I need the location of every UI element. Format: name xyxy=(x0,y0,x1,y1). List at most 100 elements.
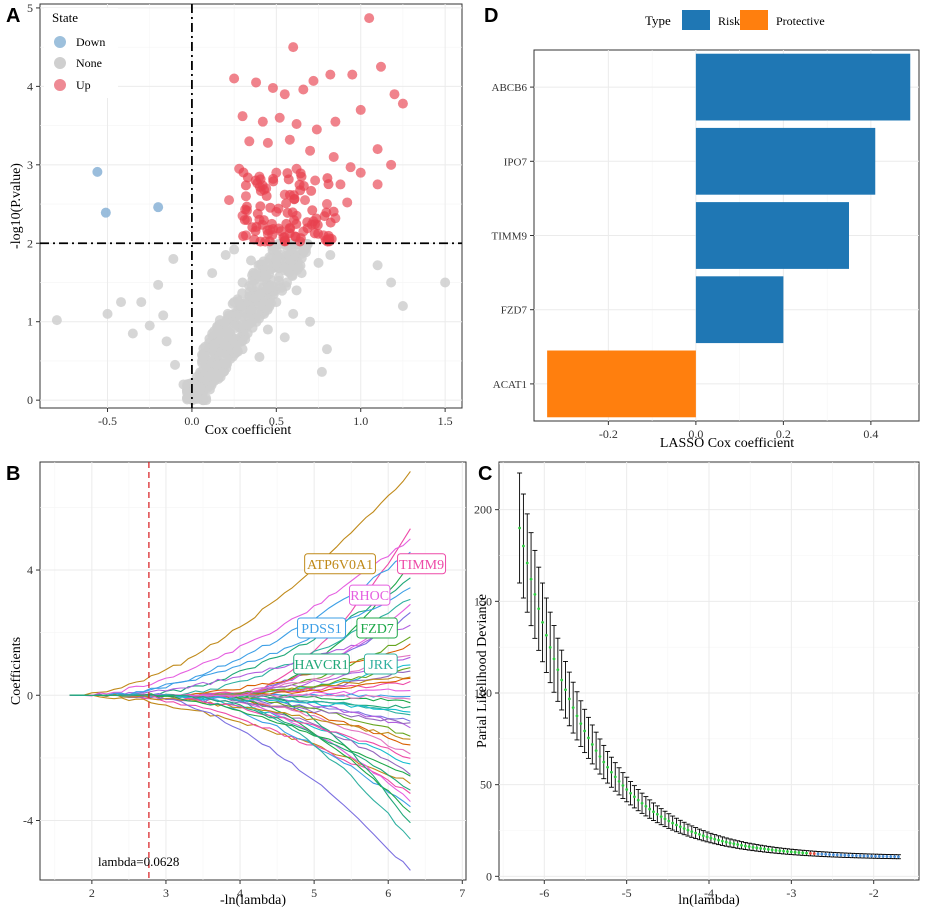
deviance-point xyxy=(724,840,728,844)
deviance-point xyxy=(575,714,579,718)
deviance-point xyxy=(701,834,705,838)
x-tick-label: 1.0 xyxy=(353,414,368,428)
deviance-point xyxy=(694,831,698,835)
deviance-point xyxy=(839,853,843,857)
panel-c-xlabel: ln(lambda) xyxy=(678,893,740,908)
up-point xyxy=(240,180,251,191)
gene-label: FZD7 xyxy=(360,622,393,637)
up-point xyxy=(274,112,285,123)
deviance-point xyxy=(529,577,533,581)
none-point xyxy=(281,277,292,288)
deviance-point xyxy=(797,851,801,854)
coefficient-path xyxy=(69,538,411,697)
up-point xyxy=(237,210,248,221)
y-tick-label: 4 xyxy=(27,563,33,577)
none-point xyxy=(102,308,113,319)
panel-c-points xyxy=(518,526,900,859)
none-point xyxy=(288,308,299,319)
up-point xyxy=(251,77,262,88)
deviance-point xyxy=(774,848,778,852)
panel-d-letter: D xyxy=(484,5,498,27)
deviance-point xyxy=(732,842,736,846)
deviance-point xyxy=(560,678,564,682)
deviance-point xyxy=(583,729,587,733)
up-point xyxy=(335,179,346,190)
deviance-point xyxy=(632,795,636,799)
legend-protective-label: Protective xyxy=(776,14,825,28)
none-point xyxy=(316,366,327,377)
x-tick-label: 4 xyxy=(237,886,243,900)
up-point xyxy=(342,197,353,208)
up-point xyxy=(291,119,302,130)
up-point xyxy=(375,61,386,72)
deviance-point xyxy=(598,755,602,758)
panel-d-bars xyxy=(547,53,911,418)
deviance-point xyxy=(763,847,766,851)
none-point xyxy=(237,277,248,288)
legend-none-swatch xyxy=(54,57,66,69)
none-point xyxy=(222,308,233,319)
x-tick-label: -0.5 xyxy=(98,414,117,428)
panel-b: 2 3 4 5 6 7 -4 0 4 ATP6V0A1 TIMM9 RHOC PDSS1 FZD7 HAV… xyxy=(6,461,467,908)
none-point xyxy=(170,359,181,370)
none-point xyxy=(187,377,198,388)
deviance-point xyxy=(870,854,874,858)
deviance-point xyxy=(659,815,663,819)
up-point xyxy=(311,124,322,135)
deviance-point xyxy=(571,706,575,710)
gene-label: TIMM9 xyxy=(399,558,444,573)
deviance-point xyxy=(759,846,763,850)
up-point xyxy=(323,179,334,190)
up-point xyxy=(345,162,356,173)
panel-b-gene-labels: ATP6V0A1 TIMM9 RHOC PDSS1 FZD7 HAVCR1 JRK xyxy=(293,553,447,675)
none-point xyxy=(296,268,307,279)
legend-risk-label: Risk xyxy=(718,14,740,28)
deviance-point xyxy=(640,801,644,805)
up-point xyxy=(386,159,397,170)
deviance-point xyxy=(675,823,678,827)
up-point xyxy=(389,89,400,100)
gene-label: ATP6V0A1 xyxy=(307,558,373,573)
up-point xyxy=(397,98,408,109)
gene-label-box xyxy=(356,617,398,639)
deviance-point xyxy=(828,853,831,856)
up-point xyxy=(300,195,311,206)
y-tick-label: 0 xyxy=(486,869,492,883)
up-point xyxy=(330,116,341,127)
panel-b-frame xyxy=(39,461,467,881)
gene-label-box xyxy=(297,617,347,639)
deviance-point xyxy=(579,722,583,726)
up-point xyxy=(262,137,273,148)
up-point xyxy=(281,198,292,209)
x-tick-label: 0.2 xyxy=(776,427,791,441)
up-point xyxy=(282,207,293,218)
y-tick-label: 4 xyxy=(27,79,33,93)
up-point xyxy=(249,234,260,245)
legend-risk-swatch xyxy=(682,10,710,30)
up-point xyxy=(306,185,317,196)
deviance-point xyxy=(690,830,694,834)
none-point xyxy=(220,340,231,351)
deviance-point xyxy=(613,775,617,779)
x-tick-label: -0.2 xyxy=(599,427,618,441)
deviance-point xyxy=(518,526,521,530)
deviance-point xyxy=(778,849,782,853)
coefficient-path xyxy=(69,693,411,713)
none-point xyxy=(254,289,265,300)
up-point xyxy=(285,223,296,234)
deviance-point xyxy=(736,843,740,846)
x-tick-label: 7 xyxy=(459,886,465,900)
none-point xyxy=(291,285,302,296)
deviance-point xyxy=(809,851,812,855)
up-point xyxy=(224,195,235,206)
up-point xyxy=(325,69,336,80)
deviance-point xyxy=(770,848,774,852)
legend-up-label: Up xyxy=(76,78,91,92)
deviance-point xyxy=(705,835,709,839)
up-point xyxy=(298,84,309,95)
deviance-point xyxy=(755,846,759,850)
deviance-point xyxy=(525,561,529,565)
deviance-point xyxy=(889,855,893,858)
deviance-point xyxy=(897,855,900,859)
up-point xyxy=(372,179,383,190)
